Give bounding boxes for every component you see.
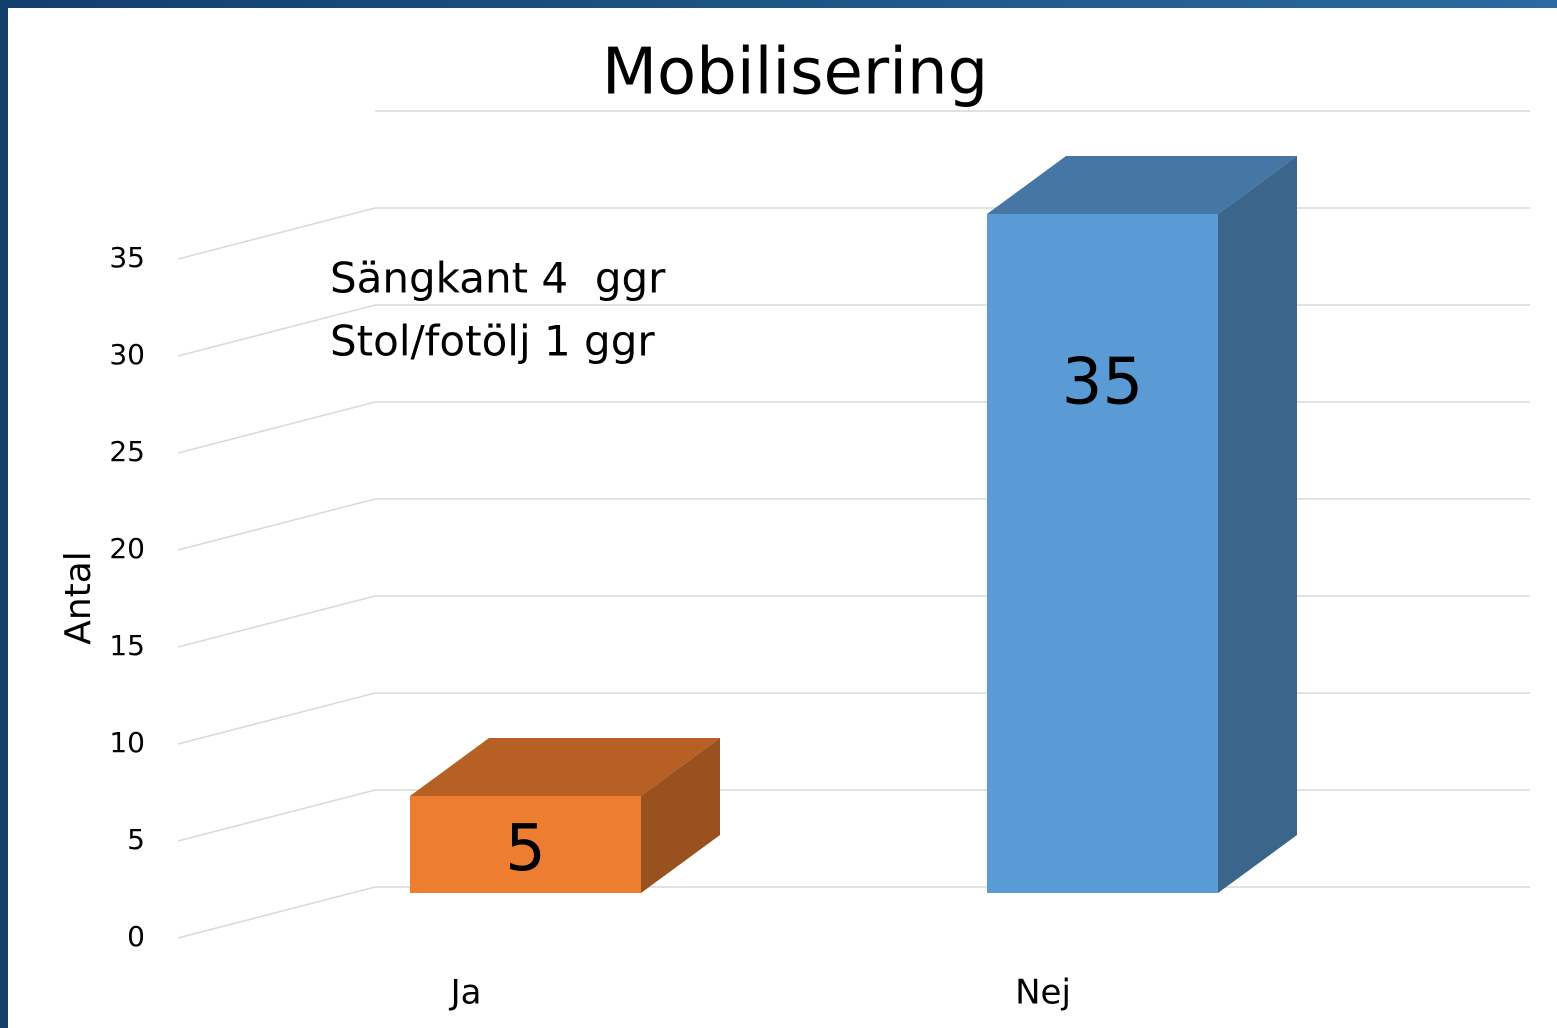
y-axis-label: Antal <box>58 551 99 645</box>
bar <box>987 214 1218 893</box>
y-tick-label: 5 <box>127 823 145 856</box>
y-tick-label: 25 <box>109 435 145 468</box>
bar <box>410 796 641 893</box>
bar-top <box>410 738 720 796</box>
y-tick-label: 35 <box>109 241 145 274</box>
value-label: 35 <box>1062 346 1143 420</box>
y-tick-label: 10 <box>109 726 145 759</box>
annotation: Stol/fotölj 1 ggr <box>330 317 655 366</box>
value-label: 5 <box>505 812 546 886</box>
bar-top <box>987 156 1297 214</box>
x-tick-label: Nej <box>1015 973 1071 1013</box>
y-tick-label: 15 <box>109 629 145 662</box>
plot-background <box>8 8 1557 1028</box>
x-tick-label: Ja <box>449 973 482 1013</box>
y-tick-label: 0 <box>127 920 145 953</box>
bar-side <box>641 738 720 893</box>
y-tick-label: 30 <box>109 338 145 371</box>
annotation: Sängkant 4 ggr <box>330 254 666 303</box>
y-tick-label: 20 <box>109 532 145 565</box>
chart-title: Mobilisering <box>602 36 988 110</box>
bar-side <box>1218 156 1297 893</box>
